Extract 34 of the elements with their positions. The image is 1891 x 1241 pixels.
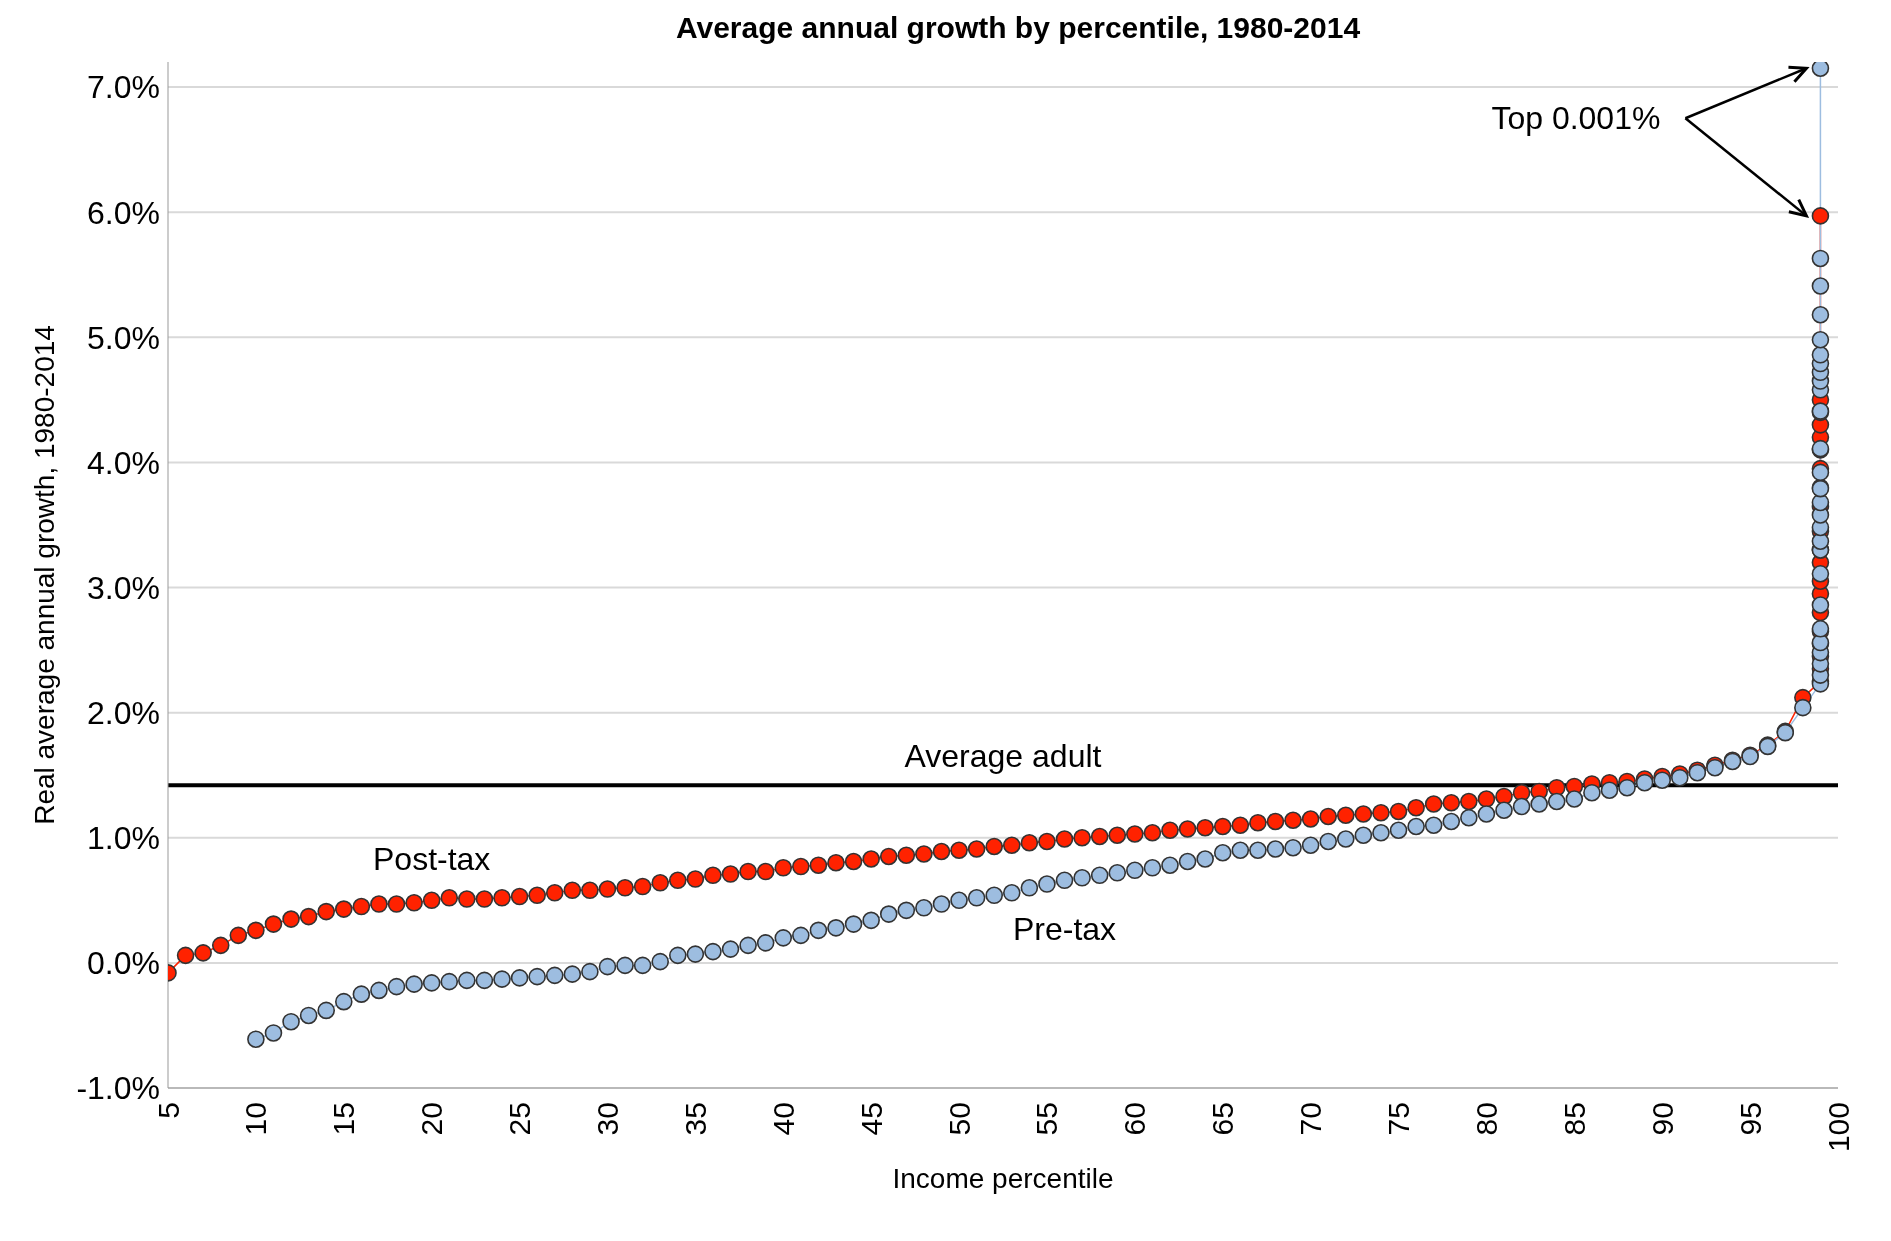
x-tick-label: 85 [1557,1102,1591,1136]
x-tick-label: 10 [239,1102,273,1136]
y-tick-label: 5.0% [87,319,160,356]
x-tick-label: 25 [503,1102,537,1136]
series-label: Post-tax [373,841,491,878]
x-tick-label: 30 [590,1102,624,1136]
x-tick-label: 75 [1382,1102,1416,1136]
series-label: Pre-tax [1012,911,1117,948]
y-tick-label: 2.0% [87,694,160,731]
x-tick-label: 90 [1645,1102,1679,1136]
x-tick-label: 95 [1733,1102,1767,1136]
y-tick-label: 3.0% [87,569,160,606]
x-tick-label: 70 [1294,1102,1328,1136]
y-tick-label: 4.0% [87,444,160,481]
x-tick-label: 60 [1118,1102,1152,1136]
y-tick-label: 6.0% [87,194,160,231]
x-tick-label: 15 [327,1102,361,1136]
x-tick-label: 55 [1030,1102,1064,1136]
y-tick-label: 7.0% [87,69,160,106]
x-tick-label: 35 [678,1102,712,1136]
x-tick-label: 20 [415,1102,449,1136]
y-tick-label: 1.0% [87,820,160,857]
x-axis-title: Income percentile [892,1163,1114,1194]
x-tick-label: 65 [1206,1102,1240,1136]
annotation: Top 0.001% [1491,100,1661,137]
chart-title: Average annual growth by percentile, 1980-2014 [674,10,1362,46]
x-tick-label: 80 [1469,1102,1503,1136]
y-tick-label: 0.0% [87,945,160,982]
y-axis-title: Real average annual growth, 1980-2014 [28,325,60,825]
x-tick-label: 50 [942,1102,976,1136]
x-tick-label: 40 [766,1102,800,1136]
x-tick-label: 100 [1821,1102,1855,1153]
ref-line-label: Average adult [904,738,1102,775]
x-tick-label: 45 [854,1102,888,1136]
